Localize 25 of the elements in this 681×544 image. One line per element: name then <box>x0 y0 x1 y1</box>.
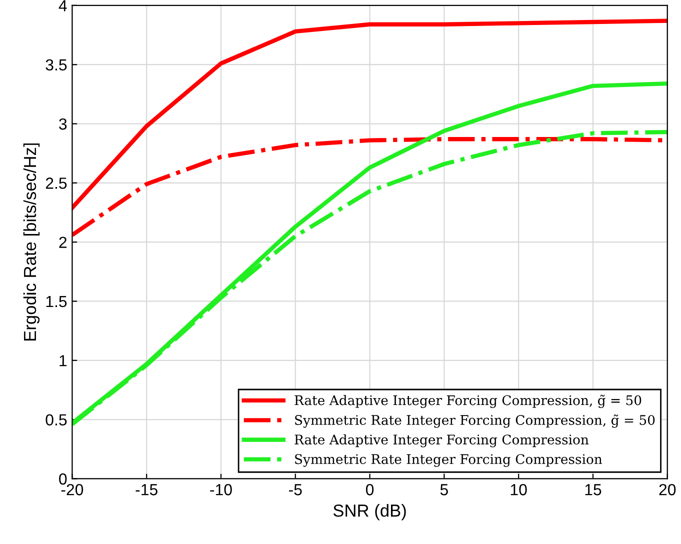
x-tick-label: -5 <box>288 484 302 496</box>
y-tick-label: 4 <box>58 0 67 12</box>
y-tick-label: 0 <box>59 473 67 485</box>
x-tick-label: 15 <box>585 484 602 496</box>
y-tick-label: 1 <box>60 355 67 366</box>
y-tick-label: 2.5 <box>46 178 67 189</box>
x-tick-label: 0 <box>366 484 374 496</box>
x-tick-label: 20 <box>659 484 676 496</box>
legend-label: Symmetric Rate Integer Forcing Compression <box>295 454 602 467</box>
y-axis-title: Ergodic Rate [bits/sec/Hz] <box>23 143 40 341</box>
legend-label: Rate Adaptive Integer Forcing Compression <box>294 434 589 448</box>
x-tick-label: 10 <box>510 484 527 496</box>
x-tick-label: -15 <box>136 484 158 496</box>
x-tick-label: 5 <box>440 484 448 496</box>
legend-label: Rate Adaptive Integer Forcing Compression, g̃ = 50 <box>294 394 642 408</box>
y-tick-label: 0.5 <box>46 414 67 426</box>
y-tick-label: 3.5 <box>46 59 67 71</box>
x-tick-label: -10 <box>210 484 232 496</box>
legend-label: Symmetric Rate Integer Forcing Compression, g̃ = 50 <box>295 414 655 428</box>
line-series <box>72 18 668 210</box>
x-axis-title: SNR (dB) <box>333 504 406 520</box>
y-tick-label: 1.5 <box>46 296 67 308</box>
x-tick-label: -20 <box>61 484 84 496</box>
y-tick-label: 2 <box>59 236 67 248</box>
y-tick-label: 3 <box>59 118 67 130</box>
